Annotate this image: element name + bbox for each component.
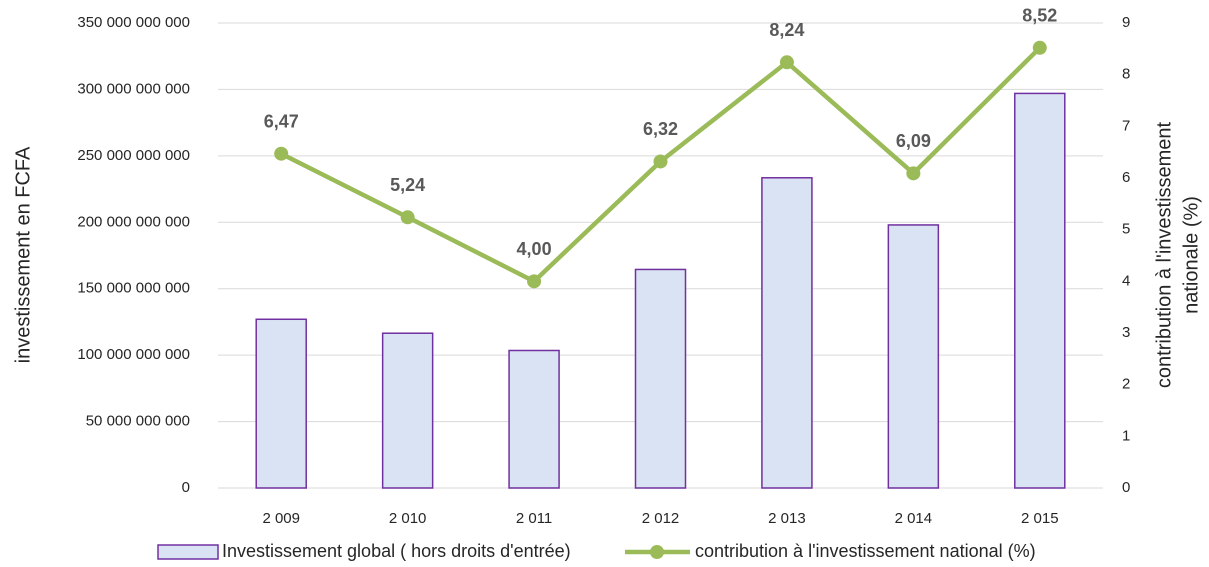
data-label: 6,47	[264, 111, 299, 131]
x-tick-label: 2 012	[642, 510, 680, 527]
x-tick-label: 2 010	[389, 510, 427, 527]
y2-tick-label: 9	[1122, 14, 1130, 31]
y-tick-label: 150 000 000 000	[77, 280, 190, 297]
marker	[1032, 40, 1047, 55]
marker	[779, 55, 794, 70]
bar	[761, 177, 813, 489]
x-tick-label: 2 013	[768, 510, 806, 527]
y2-tick-label: 5	[1122, 221, 1130, 238]
y2-axis-label: contribution à l'investissement	[1153, 121, 1175, 388]
bar	[634, 268, 687, 489]
marker	[653, 154, 668, 169]
bar	[1014, 92, 1066, 489]
data-label: 6,09	[896, 131, 931, 151]
y-tick-label: 50 000 000 000	[86, 413, 190, 430]
marker	[400, 210, 415, 225]
data-label: 4,00	[517, 239, 552, 259]
y-tick-label: 0	[182, 479, 190, 496]
data-label: 8,24	[769, 20, 804, 40]
legend-swatch	[650, 545, 664, 559]
x-tick-label: 2 015	[1021, 510, 1059, 527]
y2-tick-label: 7	[1122, 117, 1130, 134]
bar	[508, 349, 560, 489]
legend-swatch	[157, 544, 219, 560]
data-label: 5,24	[390, 175, 425, 195]
y2-tick-label: 6	[1122, 169, 1130, 186]
y2-tick-label: 0	[1122, 479, 1130, 496]
bar	[255, 318, 307, 489]
y-tick-label: 100 000 000 000	[77, 346, 190, 363]
y2-tick-label: 2	[1122, 376, 1130, 393]
y2-tick-label: 4	[1122, 272, 1130, 289]
y-tick-label: 250 000 000 000	[77, 147, 190, 164]
marker	[527, 274, 542, 289]
bar	[381, 332, 434, 489]
bar	[887, 224, 940, 489]
data-label: 8,52	[1022, 6, 1057, 26]
x-tick-label: 2 011	[516, 510, 552, 527]
x-tick-label: 2 014	[895, 510, 933, 527]
legend-label: Investissement global ( hors droits d'en…	[222, 541, 571, 561]
y2-tick-label: 8	[1122, 66, 1130, 83]
x-tick-label: 2 009	[262, 510, 300, 527]
data-label: 6,32	[643, 119, 678, 139]
y-axis-label: investissement en FCFA	[12, 146, 34, 363]
y2-tick-label: 3	[1122, 324, 1130, 341]
y-tick-label: 300 000 000 000	[77, 80, 190, 97]
y-tick-label: 350 000 000 000	[77, 14, 190, 31]
y2-axis-label: nationale (%)	[1180, 196, 1202, 314]
marker	[274, 146, 289, 161]
y-tick-label: 200 000 000 000	[77, 213, 190, 230]
marker	[906, 166, 921, 181]
y2-tick-label: 1	[1122, 427, 1130, 444]
legend-label: contribution à l'investissement national…	[695, 541, 1036, 561]
